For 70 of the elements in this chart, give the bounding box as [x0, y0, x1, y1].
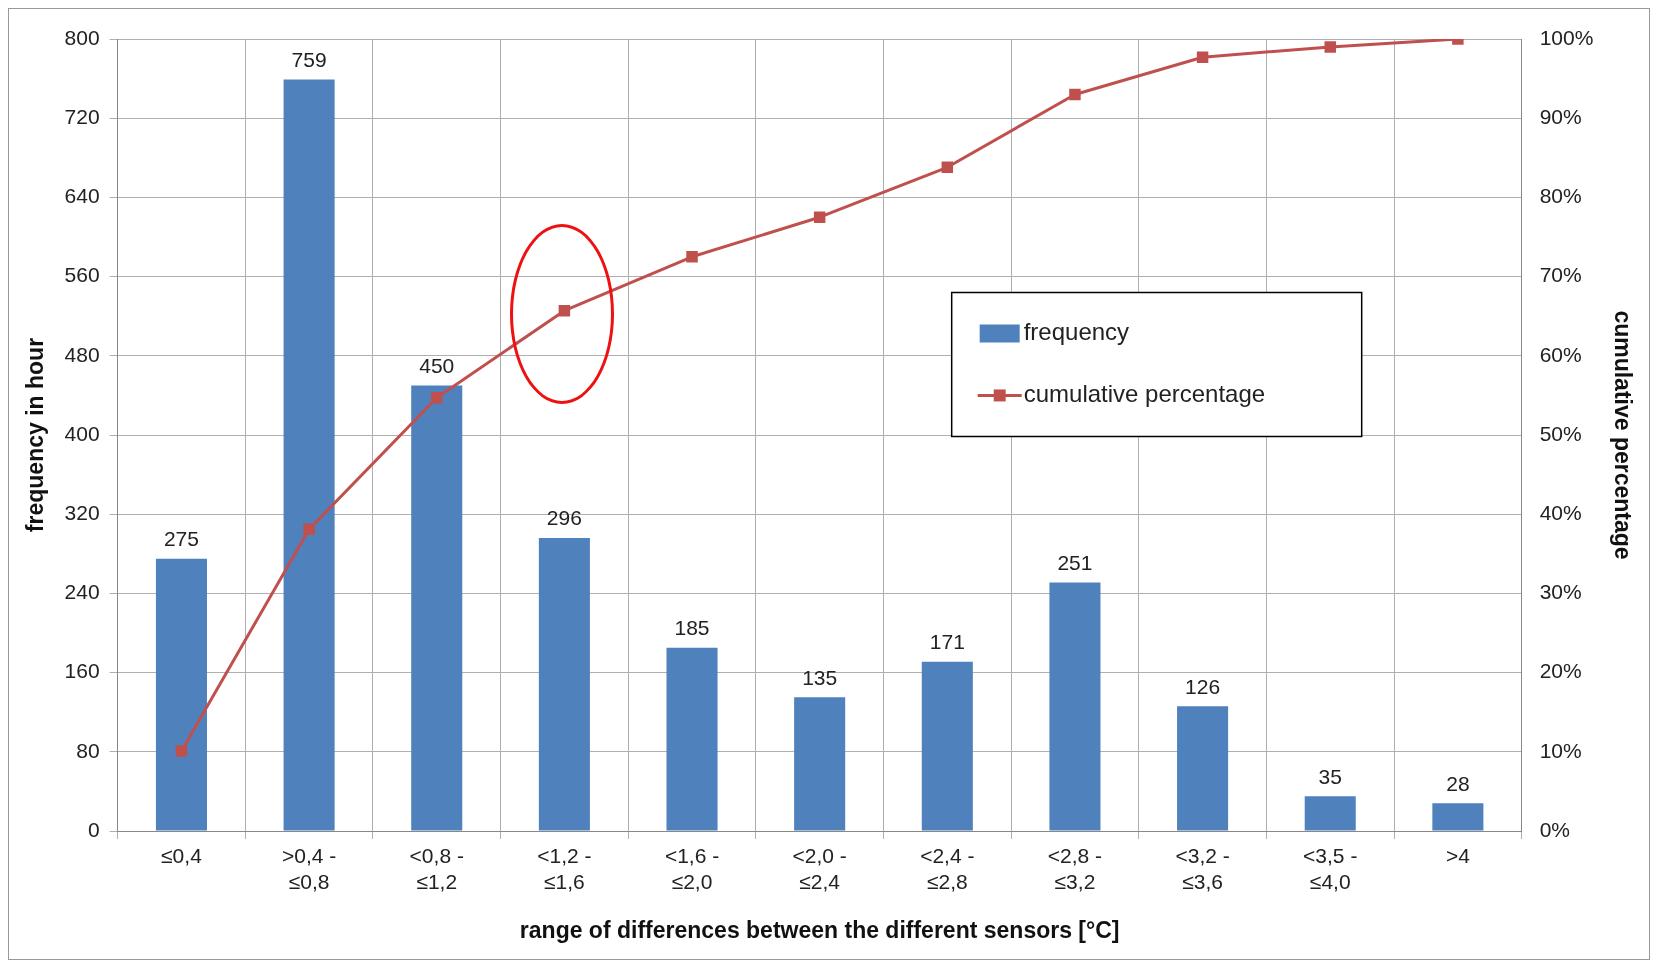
x-tick-label: <3,2 - ≤3,6	[1175, 844, 1230, 893]
y2-tick-label: 10%	[1539, 738, 1582, 762]
x-tick-label: <1,2 - ≤1,6	[537, 844, 592, 893]
point	[558, 304, 571, 317]
y2-tick-label: 80%	[1539, 184, 1582, 208]
y2-tick-label: 20%	[1539, 659, 1582, 683]
y-tick-label: 800	[64, 25, 100, 49]
y-tick-label: 160	[64, 659, 100, 683]
x-tick-label: <2,8 - ≤3,2	[1047, 844, 1103, 893]
point	[941, 161, 954, 174]
point	[1324, 41, 1336, 53]
x-tick-label: >0,4 - ≤0,8	[281, 844, 337, 893]
data-label: 450	[419, 353, 455, 377]
data-label: 135	[802, 665, 838, 689]
x-tick-label: <0,8 - ≤1,2	[409, 844, 464, 893]
x-tick-label: <3,5 - ≤4,0	[1303, 844, 1358, 893]
y2-tick-label: 100%	[1539, 25, 1594, 49]
y2-tick-label: 70%	[1539, 263, 1582, 287]
data-label: 28	[1446, 771, 1470, 795]
point	[175, 745, 188, 757]
point	[1069, 88, 1081, 101]
data-label: 185	[674, 616, 710, 640]
point	[813, 211, 826, 223]
legend-label: cumulative percentage	[1023, 380, 1266, 408]
bar	[666, 647, 718, 831]
y-tick-label: 400	[64, 421, 100, 445]
bar	[155, 558, 207, 831]
data-label: 35	[1318, 764, 1342, 788]
y-tick-label: 480	[64, 342, 100, 366]
y2-tick-label: 0%	[1539, 817, 1571, 841]
x-tick-label: >4	[1445, 844, 1471, 868]
y2-tick-label: 90%	[1539, 105, 1582, 128]
data-label: 296	[546, 506, 582, 530]
bar	[921, 661, 973, 831]
y2-tick-label: 40%	[1539, 501, 1582, 524]
bar	[1432, 803, 1484, 831]
y2-tick-label: 60%	[1539, 342, 1582, 366]
bar	[1049, 582, 1101, 831]
y-tick-label: 0	[87, 817, 100, 841]
y-tick-label: 720	[64, 105, 100, 128]
bar	[283, 79, 335, 831]
y-tick-label: 640	[64, 184, 100, 208]
data-label: 759	[291, 47, 327, 71]
x-tick-label: <1,6 - ≤2,0	[664, 844, 720, 893]
y2-axis-title: cumulative percentage	[1609, 310, 1636, 560]
x-tick-label: ≤0,4	[161, 844, 203, 868]
y2-tick-label: 30%	[1539, 580, 1582, 604]
y-tick-label: 240	[64, 580, 100, 604]
data-label: 126	[1185, 674, 1221, 698]
bar	[538, 537, 590, 831]
point	[1196, 51, 1209, 63]
point	[431, 392, 443, 404]
y2-tick-label: 50%	[1539, 421, 1582, 445]
x-tick-label: <2,0 - ≤2,4	[792, 844, 847, 893]
data-label: 251	[1057, 550, 1093, 574]
data-label: 275	[163, 527, 199, 551]
data-label: 171	[929, 630, 965, 654]
legend-label: frequency	[1023, 318, 1130, 346]
y-tick-label: 560	[64, 263, 100, 287]
bar	[794, 697, 846, 831]
point	[303, 523, 315, 535]
bar	[1177, 706, 1229, 831]
y-tick-label: 80	[76, 738, 100, 762]
x-tick-label: <2,4 - ≤2,8	[920, 844, 975, 893]
bar	[411, 385, 463, 831]
point	[686, 251, 698, 263]
y-axis-title: frequency in hour	[22, 337, 49, 533]
bar	[1304, 796, 1356, 831]
y-tick-label: 320	[64, 501, 100, 524]
x-axis-title: range of differences between the different sensors [°C]	[519, 916, 1120, 943]
